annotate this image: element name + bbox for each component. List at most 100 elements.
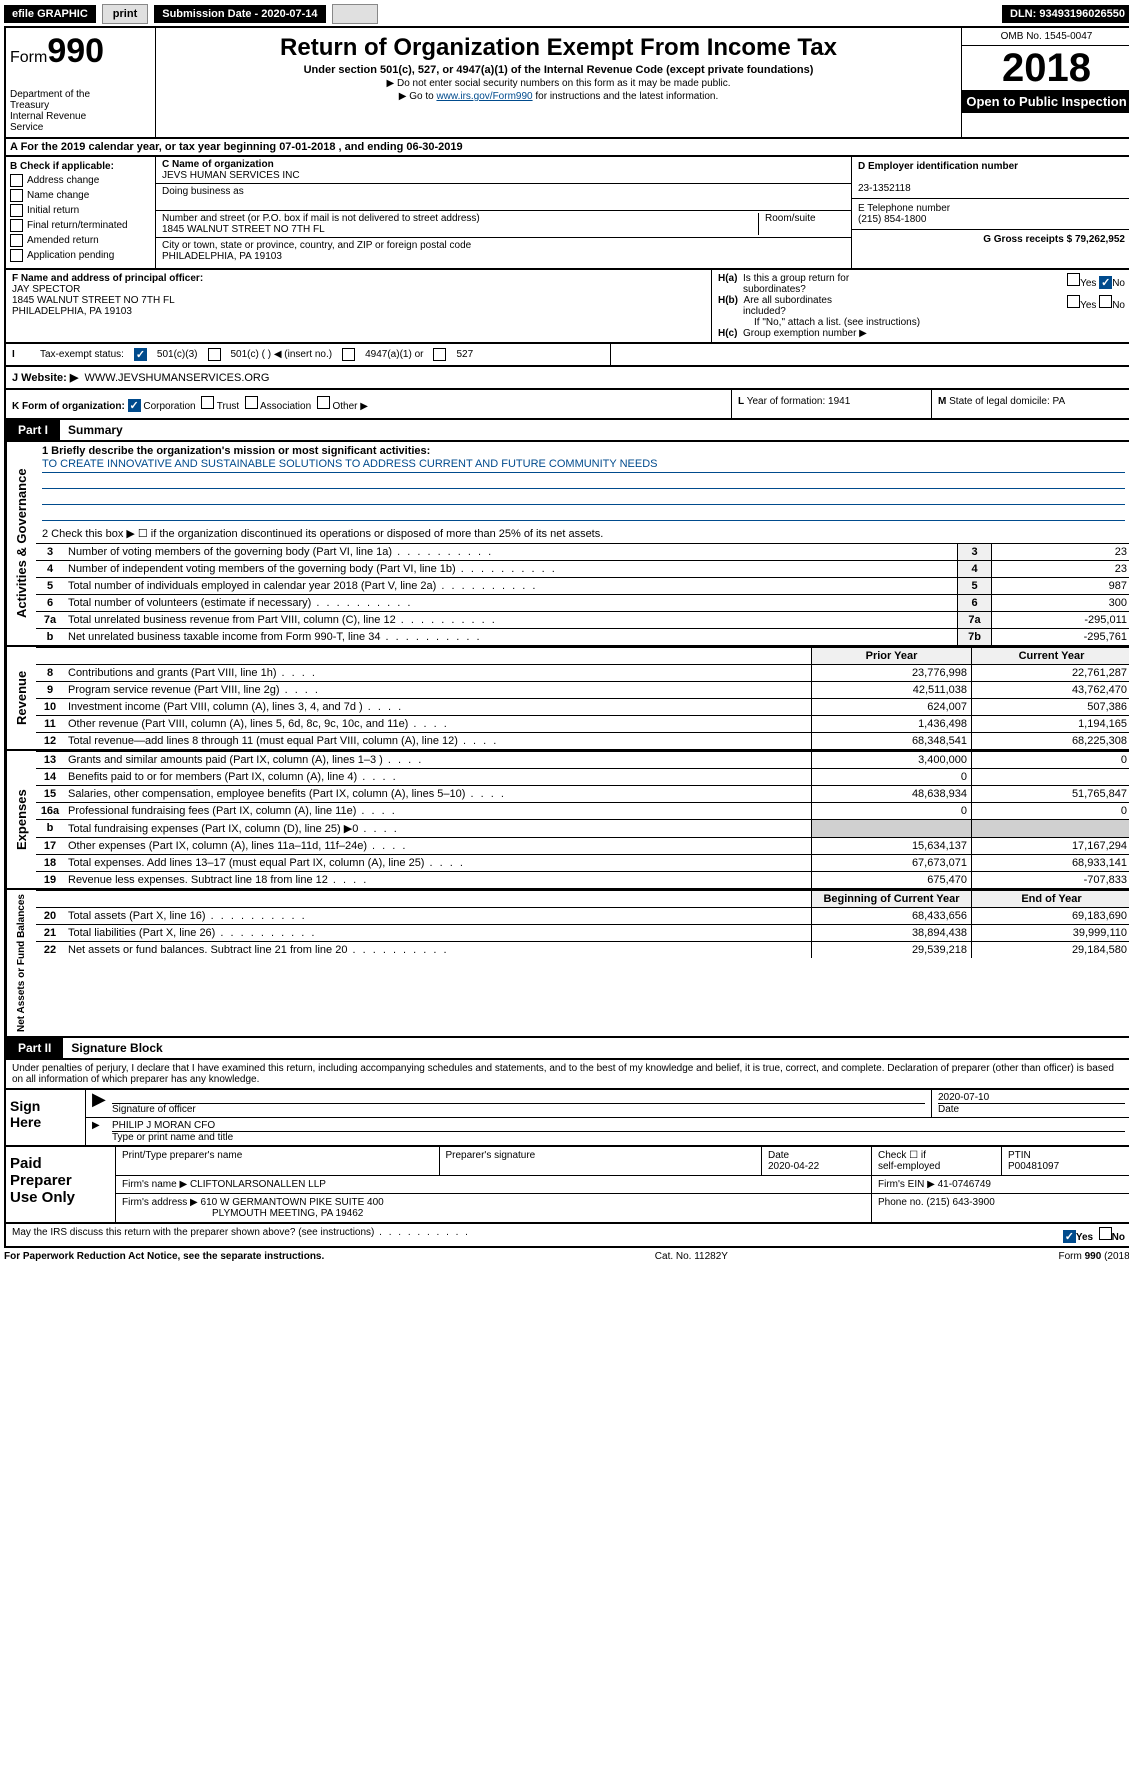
4947-checkbox[interactable] <box>342 348 355 361</box>
checkbox-initial-return[interactable] <box>10 204 23 217</box>
table-row: 5Total number of individuals employed in… <box>36 577 1129 594</box>
revenue-tab: Revenue <box>6 647 36 749</box>
preparer-sig-hdr: Preparer's signature <box>439 1147 762 1175</box>
501c3-checkbox[interactable]: ✓ <box>134 348 147 361</box>
table-row: 14Benefits paid to or for members (Part … <box>36 768 1129 785</box>
governance-tab: Activities & Governance <box>6 442 36 645</box>
city-label: City or town, state or province, country… <box>162 240 471 251</box>
ssn-note: ▶ Do not enter social security numbers o… <box>166 78 951 89</box>
print-button[interactable]: print <box>102 4 148 24</box>
footer-form: Form 990 (2018) <box>1059 1251 1129 1262</box>
ha-no-checkbox[interactable]: ✓ <box>1099 276 1112 289</box>
blank-button <box>332 4 378 24</box>
part-i-header: Part I Summary <box>4 420 1129 442</box>
goto-note: ▶ Go to www.irs.gov/Form990 for instruct… <box>166 91 951 102</box>
current-year-hdr: Current Year <box>971 648 1129 664</box>
corp-checkbox[interactable]: ✓ <box>128 399 141 412</box>
checkbox-name-change[interactable] <box>10 189 23 202</box>
assoc-checkbox[interactable] <box>245 396 258 409</box>
trust-checkbox[interactable] <box>201 396 214 409</box>
ha-label: H(a) Is this a group return for subordin… <box>718 273 849 295</box>
irs-link[interactable]: www.irs.gov/Form990 <box>436 91 532 102</box>
form-header: Form990 Department of theTreasuryInterna… <box>4 26 1129 139</box>
other-checkbox[interactable] <box>317 396 330 409</box>
page-footer: For Paperwork Reduction Act Notice, see … <box>4 1248 1129 1265</box>
discuss-yes-checkbox[interactable]: ✓ <box>1063 1230 1076 1243</box>
firm-phone: (215) 643-3900 <box>926 1197 994 1208</box>
tax-year: 2018 <box>962 46 1129 90</box>
firm-name: CLIFTONLARSONALLEN LLP <box>190 1179 326 1190</box>
form-org-row: K Form of organization: ✓ Corporation Tr… <box>4 390 1129 420</box>
form-number: Form990 <box>10 32 151 71</box>
checkbox-final-return[interactable] <box>10 219 23 232</box>
part-ii-header: Part II Signature Block <box>4 1038 1129 1060</box>
table-row: 16aProfessional fundraising fees (Part I… <box>36 802 1129 819</box>
state-domicile: M State of legal domicile: PA <box>931 390 1129 418</box>
ein: 23-1352118 <box>858 183 911 194</box>
ha-yes-checkbox[interactable] <box>1067 273 1080 286</box>
sign-date: 2020-07-10 <box>938 1092 989 1103</box>
tax-year-row: A For the 2019 calendar year, or tax yea… <box>4 139 1129 157</box>
firm-addr1: 610 W GERMANTOWN PIKE SUITE 400 <box>201 1197 384 1208</box>
table-row: 6Total number of volunteers (estimate if… <box>36 594 1129 611</box>
table-row: 18Total expenses. Add lines 13–17 (must … <box>36 854 1129 871</box>
phone: (215) 854-1800 <box>858 214 926 225</box>
form-title: Return of Organization Exempt From Incom… <box>166 34 951 62</box>
hb-label: H(b) Are all subordinates included? <box>718 295 832 317</box>
paid-preparer-block: PaidPreparerUse Only Print/Type preparer… <box>4 1147 1129 1224</box>
officer-print-name: PHILIP J MORAN CFO <box>112 1120 215 1131</box>
527-checkbox[interactable] <box>433 348 446 361</box>
website-row: J Website: ▶ WWW.JEVSHUMANSERVICES.ORG <box>4 367 1129 390</box>
table-row: 17Other expenses (Part IX, column (A), l… <box>36 837 1129 854</box>
table-row: 12Total revenue—add lines 8 through 11 (… <box>36 732 1129 749</box>
submission-date-label: Submission Date - 2020-07-14 <box>154 5 325 23</box>
officer-addr1: 1845 WALNUT STREET NO 7TH FL <box>12 295 175 306</box>
arrow-icon: ▶ <box>86 1090 106 1117</box>
dba-label: Doing business as <box>162 186 244 197</box>
org-info-block: B Check if applicable: Address change Na… <box>4 157 1129 270</box>
checkbox-amended[interactable] <box>10 234 23 247</box>
hb-note: If "No," attach a list. (see instruction… <box>718 317 1125 328</box>
table-row: 4Number of independent voting members of… <box>36 560 1129 577</box>
b-label: B Check if applicable: <box>10 161 151 172</box>
net-assets-tab: Net Assets or Fund Balances <box>6 890 36 1036</box>
q2-label: 2 Check this box ▶ ☐ if the organization… <box>36 524 1129 543</box>
discuss-no-checkbox[interactable] <box>1099 1227 1112 1240</box>
hb-no-checkbox[interactable] <box>1099 295 1112 308</box>
c-label: C Name of organization <box>162 159 274 170</box>
end-year-hdr: End of Year <box>971 891 1129 907</box>
q1-label: 1 Briefly describe the organization's mi… <box>42 445 430 457</box>
governance-section: Activities & Governance 1 Briefly descri… <box>4 442 1129 647</box>
org-name: JEVS HUMAN SERVICES INC <box>162 170 300 181</box>
checkbox-pending[interactable] <box>10 249 23 262</box>
table-row: 22Net assets or fund balances. Subtract … <box>36 941 1129 958</box>
date-label: Date <box>938 1103 1125 1115</box>
sig-officer-label: Signature of officer <box>112 1103 925 1115</box>
501c-checkbox[interactable] <box>208 348 221 361</box>
efile-label: efile GRAPHIC <box>4 5 96 23</box>
i-label: Tax-exempt status: <box>40 349 124 360</box>
ptin: P00481097 <box>1008 1161 1059 1172</box>
perjury-statement: Under penalties of perjury, I declare th… <box>4 1060 1129 1090</box>
f-label: F Name and address of principal officer: <box>12 273 203 284</box>
sign-here-label: SignHere <box>6 1090 86 1145</box>
tax-status-row: I Tax-exempt status: ✓501(c)(3) 501(c) (… <box>4 344 1129 367</box>
table-row: 20Total assets (Part X, line 16)68,433,6… <box>36 907 1129 924</box>
paid-preparer-label: PaidPreparerUse Only <box>6 1147 116 1222</box>
g-label: G Gross receipts $ 79,262,952 <box>983 234 1125 245</box>
hb-yes-checkbox[interactable] <box>1067 295 1080 308</box>
org-city: PHILADELPHIA, PA 19103 <box>162 251 282 262</box>
dln-label: DLN: 93493196026550 <box>1002 5 1129 23</box>
officer-addr2: PHILADELPHIA, PA 19103 <box>12 306 132 317</box>
table-row: 13Grants and similar amounts paid (Part … <box>36 751 1129 768</box>
footer-notice: For Paperwork Reduction Act Notice, see … <box>4 1251 324 1262</box>
hc-label: H(c) Group exemption number ▶ <box>718 328 1125 339</box>
omb-number: OMB No. 1545-0047 <box>962 28 1129 46</box>
expenses-tab: Expenses <box>6 751 36 888</box>
year-formation: L Year of formation: 1941 <box>731 390 931 418</box>
checkbox-address-change[interactable] <box>10 174 23 187</box>
addr-label: Number and street (or P.O. box if mail i… <box>162 213 480 224</box>
prior-year-hdr: Prior Year <box>811 648 971 664</box>
table-row: 7aTotal unrelated business revenue from … <box>36 611 1129 628</box>
form-subtitle: Under section 501(c), 527, or 4947(a)(1)… <box>166 64 951 76</box>
